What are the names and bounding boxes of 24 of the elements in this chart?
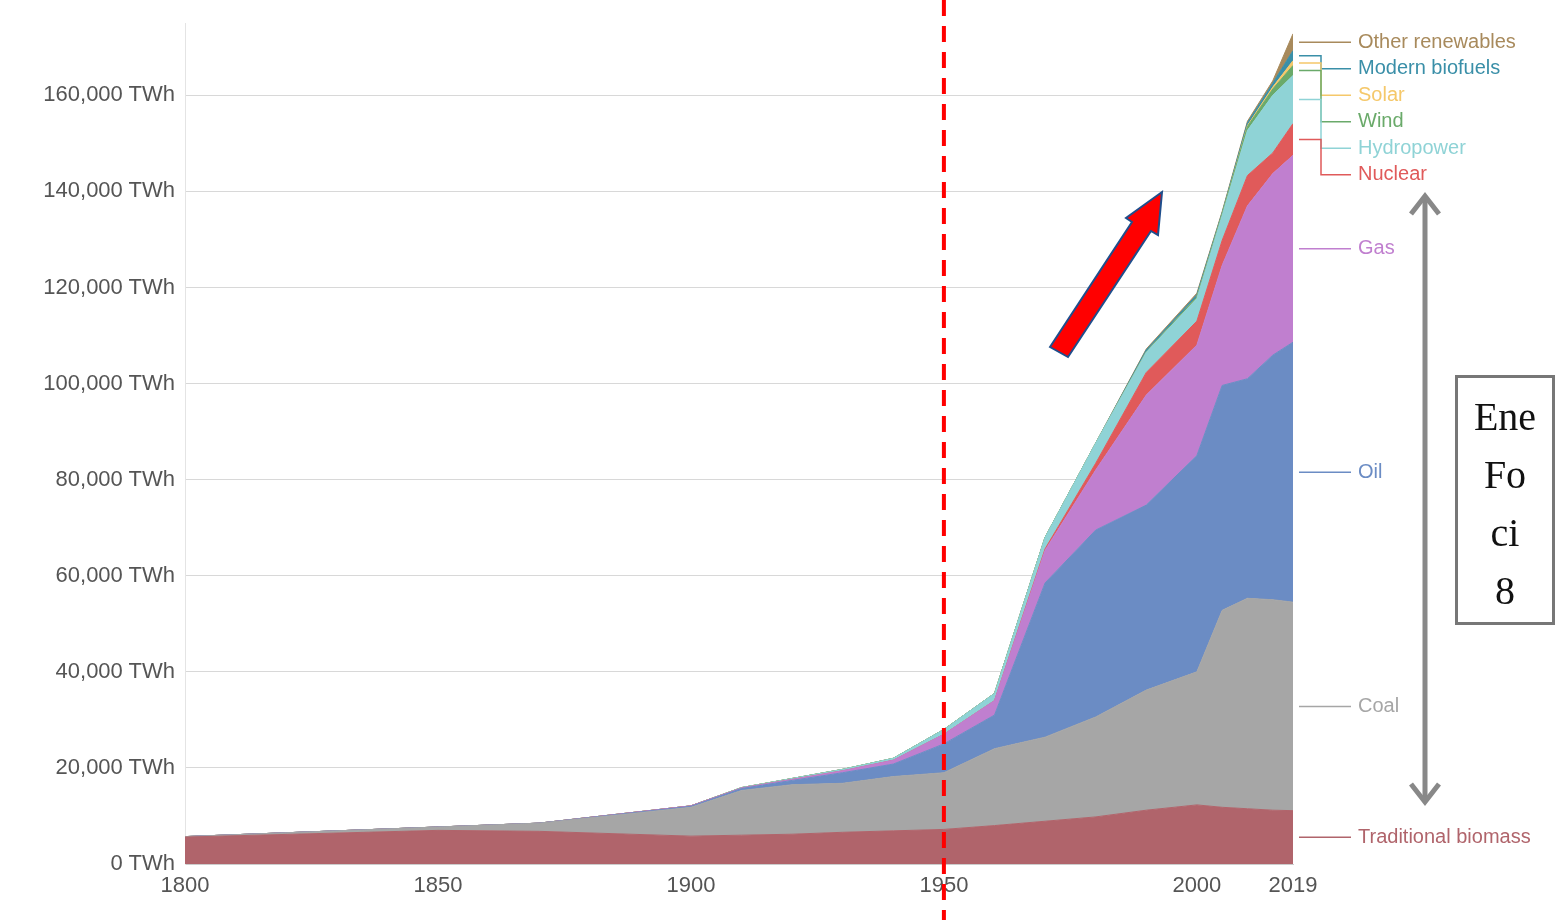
- legend-label: Modern biofuels: [1358, 56, 1501, 79]
- text: Hydropower: [1358, 135, 1467, 158]
- y-tick-label: 80,000 TWh: [55, 465, 175, 491]
- y-tick-label: 40,000 TWh: [55, 657, 175, 683]
- y-tick-label: 120,000 TWh: [43, 273, 175, 299]
- legend-label: Coal: [1358, 693, 1400, 716]
- text: Solar: [1358, 82, 1406, 105]
- x-tick-label: 1950: [919, 872, 969, 898]
- y-tick-label: 140,000 TWh: [43, 177, 175, 203]
- y-tick-label: 100,000 TWh: [43, 369, 175, 395]
- x-tick-label: 1850: [413, 872, 463, 898]
- y-tick-label: 60,000 TWh: [55, 561, 175, 587]
- legend-label: Other renewables: [1358, 29, 1516, 52]
- x-tick-label: 2019: [1268, 872, 1318, 898]
- legend-label: Gas: [1358, 236, 1395, 259]
- legend-label: Oil: [1358, 459, 1383, 482]
- y-tick-label: 20,000 TWh: [55, 753, 175, 779]
- y-tick-label: 160,000 TWh: [43, 81, 175, 107]
- text: Nuclear: [1358, 162, 1428, 185]
- x-tick-label: 2000: [1172, 872, 1222, 898]
- x-tick-label: 1900: [666, 872, 716, 898]
- legend-label: Traditional biomass: [1358, 824, 1531, 847]
- text: Ene Fo ci 8: [1455, 375, 1555, 625]
- text: Wind: [1358, 109, 1404, 132]
